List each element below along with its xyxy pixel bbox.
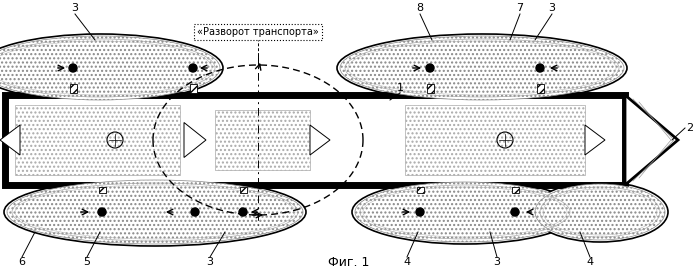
Circle shape [536,64,544,72]
Circle shape [69,64,77,72]
Ellipse shape [337,34,627,102]
Polygon shape [625,95,678,185]
Text: 4: 4 [403,257,410,267]
Text: 3: 3 [549,3,556,13]
Bar [405,105,585,175]
Ellipse shape [532,182,668,242]
Text: 7: 7 [517,3,524,13]
Ellipse shape [535,184,665,240]
Circle shape [98,208,106,216]
Polygon shape [0,125,20,155]
Circle shape [426,64,434,72]
Text: 8: 8 [417,3,424,13]
Text: 5: 5 [84,257,91,267]
Ellipse shape [352,180,578,244]
Ellipse shape [4,178,306,246]
Circle shape [239,208,247,216]
Text: 3: 3 [71,3,78,13]
Bar [70,84,77,93]
Bar [426,84,433,93]
Text: 4: 4 [586,257,593,267]
Bar [5,95,625,185]
Bar [239,187,246,193]
Polygon shape [310,125,330,155]
Ellipse shape [340,36,624,100]
Bar [98,187,105,193]
Circle shape [191,208,199,216]
Ellipse shape [0,34,223,102]
Bar [512,187,519,193]
Polygon shape [184,122,206,158]
Text: «Разворот транспорта»: «Разворот транспорта» [197,27,319,37]
Text: 6: 6 [19,257,26,267]
Text: 1: 1 [396,83,403,93]
Bar [537,84,544,93]
Circle shape [511,208,519,216]
Ellipse shape [355,182,575,242]
Text: 3: 3 [493,257,500,267]
Bar [417,187,424,193]
Text: 3: 3 [207,257,214,267]
Ellipse shape [7,180,303,244]
Circle shape [189,64,197,72]
Ellipse shape [0,36,220,100]
Polygon shape [585,125,605,155]
Circle shape [416,208,424,216]
Text: Фиг. 1: Фиг. 1 [328,256,370,269]
Bar [15,105,180,175]
Bar [215,110,310,170]
Bar [189,84,197,93]
Text: 2: 2 [686,123,694,133]
